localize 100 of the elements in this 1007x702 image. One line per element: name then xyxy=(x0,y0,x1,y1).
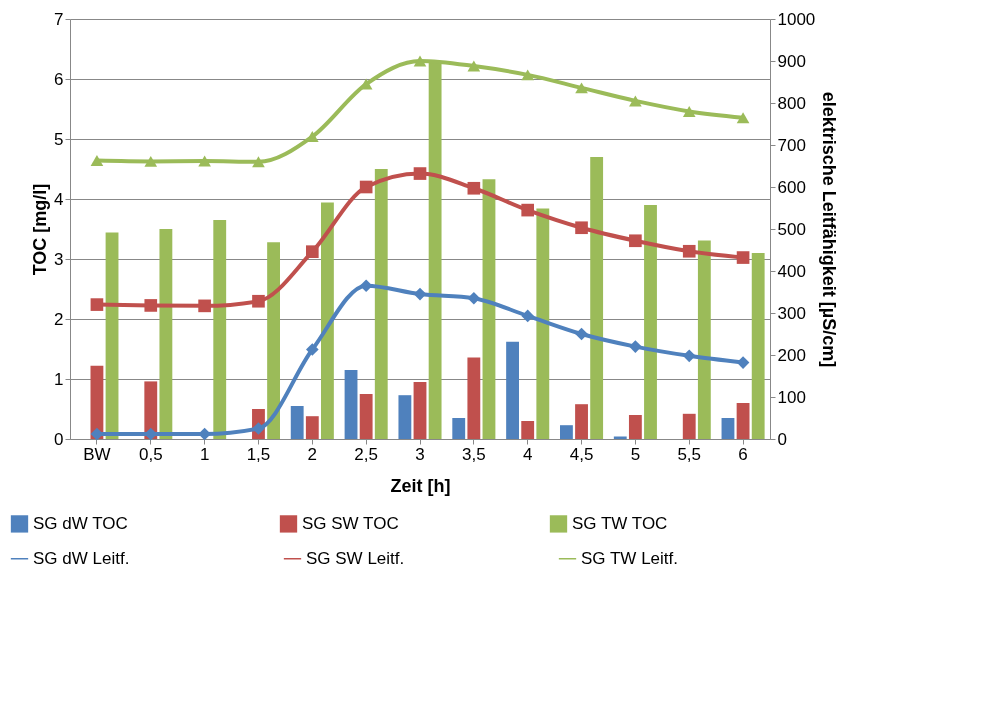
legend-label: SG TW Leitf. xyxy=(581,548,678,568)
bar xyxy=(521,421,535,439)
point xyxy=(629,340,642,353)
y2-tick-label: 100 xyxy=(777,387,806,407)
point xyxy=(144,299,158,312)
point xyxy=(198,299,211,313)
y-tick-label: 0 xyxy=(54,429,64,449)
bar xyxy=(697,240,711,439)
y-tick-label: 5 xyxy=(54,129,64,149)
point xyxy=(252,294,265,308)
bar xyxy=(644,205,657,439)
bar xyxy=(590,157,604,439)
bar xyxy=(536,208,550,439)
point xyxy=(359,180,373,194)
point xyxy=(198,427,211,441)
bar xyxy=(344,370,358,439)
y2-tick-label: 600 xyxy=(777,177,806,197)
y2-tick-label: 300 xyxy=(777,303,806,323)
y-tick-label: 4 xyxy=(54,189,64,209)
point xyxy=(305,245,319,258)
point xyxy=(359,279,373,293)
x-tick-label: 2,5 xyxy=(354,444,378,464)
bar xyxy=(413,382,427,439)
y-tick-label: 2 xyxy=(54,309,64,329)
y-tick-label: 7 xyxy=(54,9,64,29)
x-tick-label: 1 xyxy=(199,444,210,464)
point xyxy=(629,234,642,248)
point xyxy=(682,105,696,117)
y2-tick-label: 400 xyxy=(777,261,806,281)
point xyxy=(467,291,481,305)
x-tick-label: 5 xyxy=(630,444,641,464)
bar xyxy=(482,179,496,439)
x-tick-label: 3 xyxy=(415,444,425,464)
point xyxy=(736,356,750,369)
point xyxy=(144,155,158,167)
x-tick-label: 2 xyxy=(307,444,318,464)
y2-axis-title: elektrische Leitfähigkeit [µS/cm] xyxy=(819,91,840,368)
x-tick-label: 5,5 xyxy=(677,444,702,464)
bar xyxy=(560,425,573,439)
x-tick-label: BW xyxy=(83,444,111,464)
y-tick-label: 3 xyxy=(54,249,64,269)
bar xyxy=(506,341,519,439)
bar xyxy=(90,365,104,439)
y2-tick-label: 200 xyxy=(777,345,806,365)
point xyxy=(736,251,750,264)
y2-tick-label: 1000 xyxy=(777,9,816,29)
bar xyxy=(321,202,334,439)
point xyxy=(575,327,588,341)
y-axis-title: TOC [mg/l] xyxy=(30,183,51,276)
point xyxy=(305,343,319,356)
bar xyxy=(267,242,280,439)
bar xyxy=(751,253,765,439)
bar xyxy=(721,418,735,439)
x-tick-label: 1,5 xyxy=(246,444,271,464)
bar xyxy=(452,418,466,439)
y2-tick-label: 0 xyxy=(777,429,787,449)
y2-tick-label: 700 xyxy=(777,135,806,155)
point xyxy=(736,112,750,124)
point xyxy=(521,309,535,323)
legend-label: SG TW TOC xyxy=(572,513,668,533)
point xyxy=(521,69,535,81)
bar xyxy=(359,394,373,439)
x-tick-label: 3,5 xyxy=(462,444,486,464)
y-tick-label: 6 xyxy=(54,69,64,89)
bar xyxy=(575,404,588,439)
legend-label: SG dW TOC xyxy=(33,513,128,533)
y2-tick-label: 900 xyxy=(777,51,806,71)
bar xyxy=(398,395,412,439)
point xyxy=(629,95,642,107)
bar xyxy=(628,415,642,439)
legend-label: SG SW TOC xyxy=(302,513,399,533)
point xyxy=(413,55,427,67)
bar xyxy=(305,416,319,439)
bar xyxy=(213,220,227,439)
point xyxy=(575,221,588,235)
legend-label: SG dW Leitf. xyxy=(33,548,130,568)
point xyxy=(682,349,696,363)
point xyxy=(413,167,427,180)
point xyxy=(467,60,481,72)
y2-tick-label: 800 xyxy=(777,93,806,113)
bar xyxy=(374,169,388,439)
point xyxy=(521,203,535,217)
x-tick-label: 0,5 xyxy=(138,444,163,464)
bar xyxy=(682,413,696,439)
point xyxy=(198,155,211,167)
point xyxy=(682,244,696,258)
point xyxy=(252,156,265,168)
bar xyxy=(290,406,304,439)
x-axis-title: Zeit [h] xyxy=(390,475,451,496)
y-tick-label: 1 xyxy=(54,369,64,389)
bar xyxy=(736,403,750,439)
bar xyxy=(467,357,481,439)
x-tick-label: 4 xyxy=(522,444,533,464)
point xyxy=(252,422,265,435)
point xyxy=(90,298,104,311)
legend-label: SG SW Leitf. xyxy=(306,548,405,568)
bar xyxy=(105,232,119,439)
point xyxy=(413,287,427,301)
bar xyxy=(159,229,173,439)
x-tick-label: 6 xyxy=(738,444,748,464)
